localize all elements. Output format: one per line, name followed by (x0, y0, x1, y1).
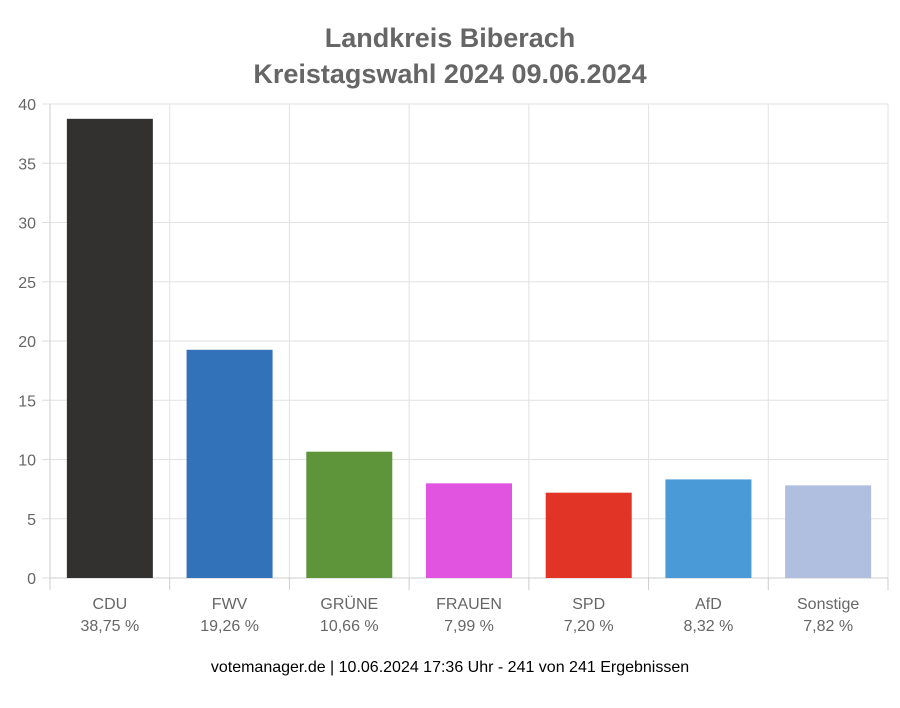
bar-sonstige (785, 485, 872, 578)
value-label: 7,99 % (444, 618, 494, 635)
y-tick-label: 30 (18, 216, 36, 233)
category-label: Sonstige (797, 596, 859, 613)
value-label: 19,26 % (200, 618, 259, 635)
y-tick-label: 35 (18, 156, 36, 173)
bar-spd (545, 492, 632, 578)
category-label: FWV (212, 596, 248, 613)
category-label: AfD (695, 596, 722, 613)
bar-chart: 0 5 10 15 20 25 30 35 40 CDU 38,75 % FWV 19,26 % GRÜ… (18, 97, 889, 635)
category-label: FRAUEN (436, 596, 502, 613)
footer-source: votemanager.de | 10.06.2024 17:36 Uhr - … (210, 659, 690, 676)
y-tick-label: 20 (18, 334, 36, 351)
y-tick-label: 0 (27, 571, 36, 588)
bar-frauen (426, 483, 512, 578)
category-label: CDU (93, 596, 128, 613)
bar-fwv (186, 349, 273, 578)
y-tick-label: 25 (18, 275, 36, 292)
y-tick-label: 10 (18, 453, 36, 470)
y-axis-ticks: 0 5 10 15 20 25 30 35 40 (18, 97, 50, 588)
category-label: GRÜNE (320, 595, 378, 613)
chart-title-line1: Landkreis Biberach (324, 23, 576, 53)
value-label: 38,75 % (80, 618, 139, 635)
value-label: 7,20 % (564, 618, 614, 635)
y-tick-label: 40 (18, 97, 36, 114)
bar-afd (665, 479, 752, 578)
chart-title-line2: Kreistagswahl 2024 09.06.2024 (253, 59, 647, 89)
value-label: 7,82 % (803, 618, 853, 635)
grid-lines (50, 103, 889, 578)
category-label: SPD (572, 596, 605, 613)
bars (66, 118, 872, 578)
value-label: 10,66 % (320, 618, 379, 635)
bar-grüne (306, 451, 393, 578)
x-axis-labels: CDU 38,75 % FWV 19,26 % GRÜNE 10,66 % FRAUEN 7,… (80, 595, 859, 635)
bar-cdu (66, 118, 153, 578)
y-tick-label: 5 (27, 512, 36, 529)
value-label: 8,32 % (684, 618, 734, 635)
y-tick-label: 15 (18, 393, 36, 410)
